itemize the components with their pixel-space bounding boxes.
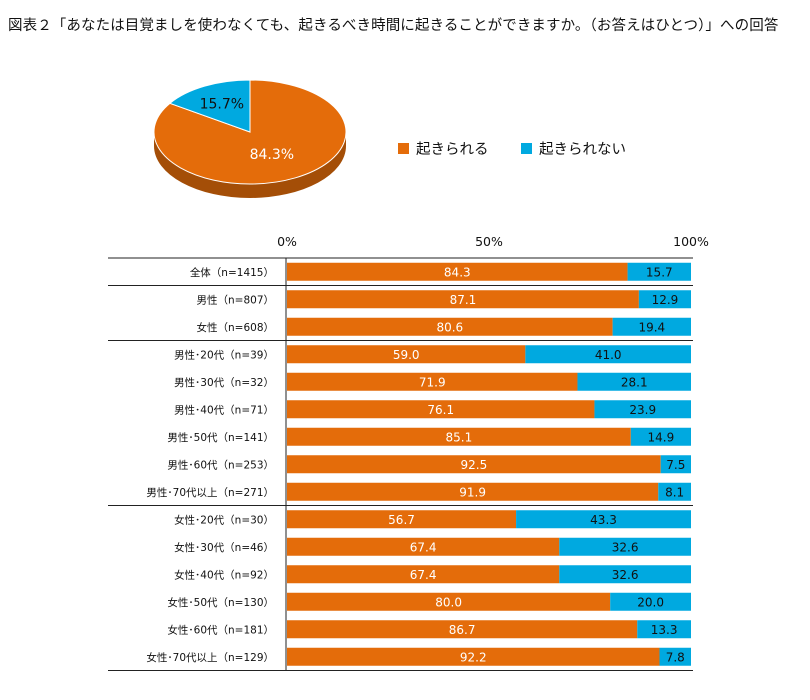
bar-value-label-not-wake-12: 20.0 (637, 595, 664, 609)
bar-value-label-wake-14: 92.2 (460, 650, 487, 664)
bar-value-label-not-wake-6: 14.9 (648, 430, 675, 444)
category-label-4: 男性･30代（n=32） (174, 376, 274, 389)
bar-value-label-not-wake-10: 32.6 (612, 540, 639, 554)
legend-swatch-wake (398, 143, 409, 154)
pie-label-1: 15.7% (200, 97, 244, 113)
legend-label-not-wake: 起きられない (539, 142, 626, 158)
x-tick-label-2: 100% (673, 234, 709, 249)
bar-value-label-not-wake-14: 7.8 (666, 650, 685, 664)
bar-value-label-wake-0: 84.3 (444, 265, 471, 279)
legend-item-wake: 起きられる (398, 138, 489, 159)
category-label-11: 女性･40代（n=92） (174, 568, 274, 581)
bar-value-label-wake-5: 76.1 (427, 403, 454, 417)
bar-not-wake-8 (658, 482, 691, 501)
bar-value-label-not-wake-11: 32.6 (612, 568, 639, 582)
bar-value-label-not-wake-4: 28.1 (621, 375, 648, 389)
bar-value-label-wake-4: 71.9 (419, 375, 446, 389)
pie-label-0: 84.3% (250, 147, 294, 163)
category-label-5: 男性･40代（n=71） (174, 403, 274, 416)
pie-slice-0 (153, 79, 347, 185)
bar-wake-7 (287, 455, 661, 474)
bar-value-label-wake-6: 85.1 (446, 430, 473, 444)
bar-not-wake-5 (594, 400, 691, 419)
bar-value-label-wake-9: 56.7 (388, 513, 415, 527)
bar-value-label-not-wake-9: 43.3 (590, 513, 617, 527)
category-label-7: 男性･60代（n=253） (167, 458, 274, 471)
category-label-14: 女性･70代以上（n=129） (146, 651, 274, 664)
bar-value-label-not-wake-7: 7.5 (666, 458, 685, 472)
category-label-2: 女性（n=608） (197, 321, 275, 334)
bar-wake-2 (287, 317, 613, 336)
bar-not-wake-2 (612, 317, 691, 336)
pie-side-0-0 (154, 132, 346, 198)
bar-not-wake-12 (610, 592, 691, 611)
bar-not-wake-6 (630, 427, 691, 446)
bar-value-label-not-wake-8: 8.1 (665, 485, 684, 499)
bar-not-wake-9 (516, 510, 691, 529)
bar-value-label-not-wake-13: 13.3 (651, 623, 678, 637)
bar-not-wake-13 (637, 620, 691, 639)
bar-value-label-wake-3: 59.0 (393, 348, 420, 362)
bar-value-label-not-wake-0: 15.7 (646, 265, 673, 279)
bar-not-wake-1 (638, 290, 691, 309)
bar-wake-12 (287, 592, 611, 611)
bar-value-label-not-wake-5: 23.9 (629, 403, 656, 417)
category-label-13: 女性･60代（n=181） (167, 623, 274, 636)
x-tick-label-0: 0% (277, 234, 297, 249)
bar-not-wake-11 (559, 565, 691, 584)
bar-value-label-wake-7: 92.5 (460, 458, 487, 472)
bar-wake-6 (287, 427, 631, 446)
bar-wake-9 (287, 510, 517, 529)
bar-wake-3 (287, 345, 526, 364)
bar-value-label-wake-13: 86.7 (449, 623, 476, 637)
category-label-9: 女性･20代（n=30） (174, 513, 274, 526)
category-label-3: 男性･20代（n=39） (174, 348, 274, 361)
bar-value-label-wake-11: 67.4 (410, 568, 437, 582)
legend-item-not-wake: 起きられない (521, 138, 626, 159)
category-label-0: 全体（n=1415） (190, 266, 274, 279)
category-label-1: 男性（n=807） (197, 293, 275, 306)
bar-wake-11 (287, 565, 560, 584)
legend-label-wake: 起きられる (416, 142, 489, 158)
bar-value-label-not-wake-2: 19.4 (638, 320, 665, 334)
category-label-12: 女性･50代（n=130） (167, 596, 274, 609)
bar-value-label-wake-10: 67.4 (410, 540, 437, 554)
bar-not-wake-4 (577, 372, 691, 391)
chart-title: 図表２「あなたは目覚ましを使わなくても、起きるべき時間に起きることができますか。… (8, 18, 779, 34)
bar-not-wake-0 (627, 262, 691, 281)
bar-wake-1 (287, 290, 639, 309)
bar-value-label-wake-1: 87.1 (450, 293, 477, 307)
bar-not-wake-14 (659, 647, 691, 666)
pie-chart: 84.3% 15.7% (153, 79, 347, 198)
bar-value-label-not-wake-1: 12.9 (652, 293, 679, 307)
bar-wake-8 (287, 482, 659, 501)
bar-wake-14 (287, 647, 660, 666)
bar-wake-4 (287, 372, 578, 391)
category-label-6: 男性･50代（n=141） (167, 431, 274, 444)
category-label-8: 男性･70代以上（n=271） (146, 486, 274, 499)
bar-value-label-not-wake-3: 41.0 (595, 348, 622, 362)
bar-not-wake-10 (559, 537, 691, 556)
x-tick-label-1: 50% (475, 234, 503, 249)
bar-wake-0 (287, 262, 628, 281)
stacked-bar-chart: 0% 50% 100% 全体（n=1415） 84.3 15.7 男性（n=807） 87.1… (108, 234, 709, 671)
pie-slice-1 (168, 79, 251, 133)
bar-value-label-wake-8: 91.9 (459, 485, 486, 499)
legend-swatch-not-wake (521, 143, 532, 154)
bar-wake-10 (287, 537, 560, 556)
bar-wake-13 (287, 620, 638, 639)
bar-value-label-wake-2: 80.6 (436, 320, 463, 334)
bar-not-wake-7 (660, 455, 691, 474)
bar-wake-5 (287, 400, 595, 419)
category-label-10: 女性･30代（n=46） (174, 541, 274, 554)
bar-value-label-wake-12: 80.0 (435, 595, 462, 609)
bar-not-wake-3 (525, 345, 691, 364)
